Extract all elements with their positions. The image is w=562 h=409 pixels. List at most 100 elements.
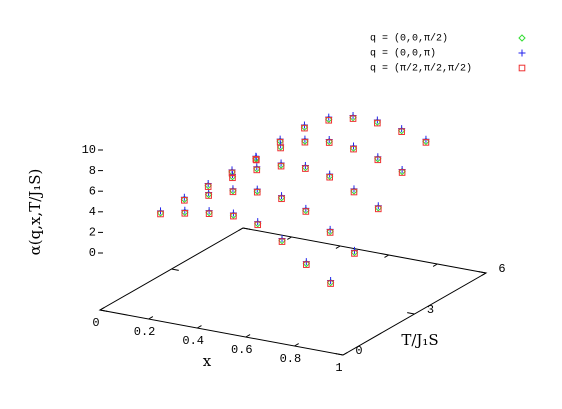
point: [277, 162, 285, 170]
point: [157, 210, 164, 218]
legend-label: q = (0,0,π/2): [370, 33, 448, 45]
x-tick: [196, 325, 202, 329]
y-tick: [99, 309, 108, 312]
point: [253, 166, 261, 174]
y-tick: [242, 227, 251, 230]
point: [156, 209, 165, 217]
z-tick-label: 6: [89, 184, 96, 198]
point: [374, 156, 382, 164]
point: [300, 123, 309, 131]
z-tick-label: 0: [89, 246, 96, 260]
point: [301, 124, 308, 132]
point: [422, 139, 430, 146]
point: [326, 173, 333, 181]
point: [518, 64, 526, 72]
point: [325, 115, 333, 123]
x-tick-label: 0.8: [280, 352, 302, 366]
point: [205, 210, 213, 217]
point: [398, 167, 406, 176]
point: [302, 208, 310, 215]
point: [253, 187, 261, 195]
point: [349, 144, 358, 152]
point: [302, 206, 310, 215]
x-tick: [432, 263, 438, 267]
point: [278, 236, 286, 245]
x-axis-label: x: [203, 352, 212, 370]
x-tick: [481, 272, 487, 276]
point: [229, 188, 237, 196]
point: [374, 155, 382, 163]
point: [229, 174, 236, 182]
point: [301, 163, 310, 172]
x-tick-label: 0.2: [134, 325, 156, 339]
point: [301, 137, 309, 145]
x-tick: [148, 316, 154, 320]
point: [205, 208, 213, 217]
x-tick: [287, 236, 292, 240]
point: [278, 195, 285, 203]
point: [253, 188, 261, 196]
point: [276, 143, 285, 151]
y-tick-label: 0: [355, 344, 362, 358]
point: [422, 137, 430, 146]
y-tick: [171, 268, 179, 271]
point: [397, 126, 406, 135]
y-tick: [478, 271, 487, 274]
x-tick-label: 1: [335, 361, 342, 375]
point: [204, 190, 213, 199]
point: [326, 229, 334, 236]
x-tick: [245, 334, 251, 338]
point: [374, 205, 382, 213]
point: [374, 119, 381, 127]
y-tick-label: 6: [498, 262, 505, 276]
point: [229, 187, 237, 195]
z-axis-label: α(q,x,T/J₁S): [26, 169, 44, 256]
point: [518, 49, 526, 57]
y-tick: [335, 353, 344, 356]
point: [228, 169, 236, 177]
point: [180, 195, 189, 203]
point: [373, 118, 382, 126]
point: [349, 113, 357, 122]
point: [277, 161, 285, 169]
z-tick-label: 10: [82, 143, 96, 157]
point: [350, 145, 357, 153]
point: [302, 165, 309, 172]
point: [229, 211, 238, 219]
point: [349, 115, 357, 122]
point: [181, 197, 188, 204]
point: [351, 250, 358, 257]
point: [325, 139, 333, 146]
legend-label: q = (0,0,π): [370, 48, 436, 60]
z-tick-label: 2: [89, 226, 96, 240]
point: [326, 278, 335, 287]
point: [254, 220, 262, 228]
point: [325, 137, 333, 146]
point: [325, 172, 334, 180]
point: [301, 138, 309, 146]
point: [350, 248, 359, 257]
point: [398, 169, 406, 176]
point: [327, 280, 334, 287]
point: [205, 192, 212, 199]
point: [278, 238, 286, 245]
point: [253, 165, 261, 173]
point: [350, 187, 358, 195]
y-tick: [407, 312, 415, 315]
z-tick-label: 4: [89, 205, 96, 219]
point: [350, 188, 358, 196]
legend-label: q = (π/2,π/2,π/2): [370, 63, 472, 75]
point: [277, 193, 286, 202]
point: [254, 221, 262, 229]
z-tick-label: 8: [89, 164, 96, 178]
y-axis-label: T/J₁S: [401, 331, 438, 349]
x-tick: [238, 227, 244, 231]
x-tick-label: 0.6: [231, 343, 253, 357]
x-tick: [294, 343, 299, 347]
point: [181, 210, 189, 217]
point: [398, 128, 405, 136]
point: [302, 259, 311, 268]
point: [374, 204, 382, 212]
point: [181, 208, 189, 216]
